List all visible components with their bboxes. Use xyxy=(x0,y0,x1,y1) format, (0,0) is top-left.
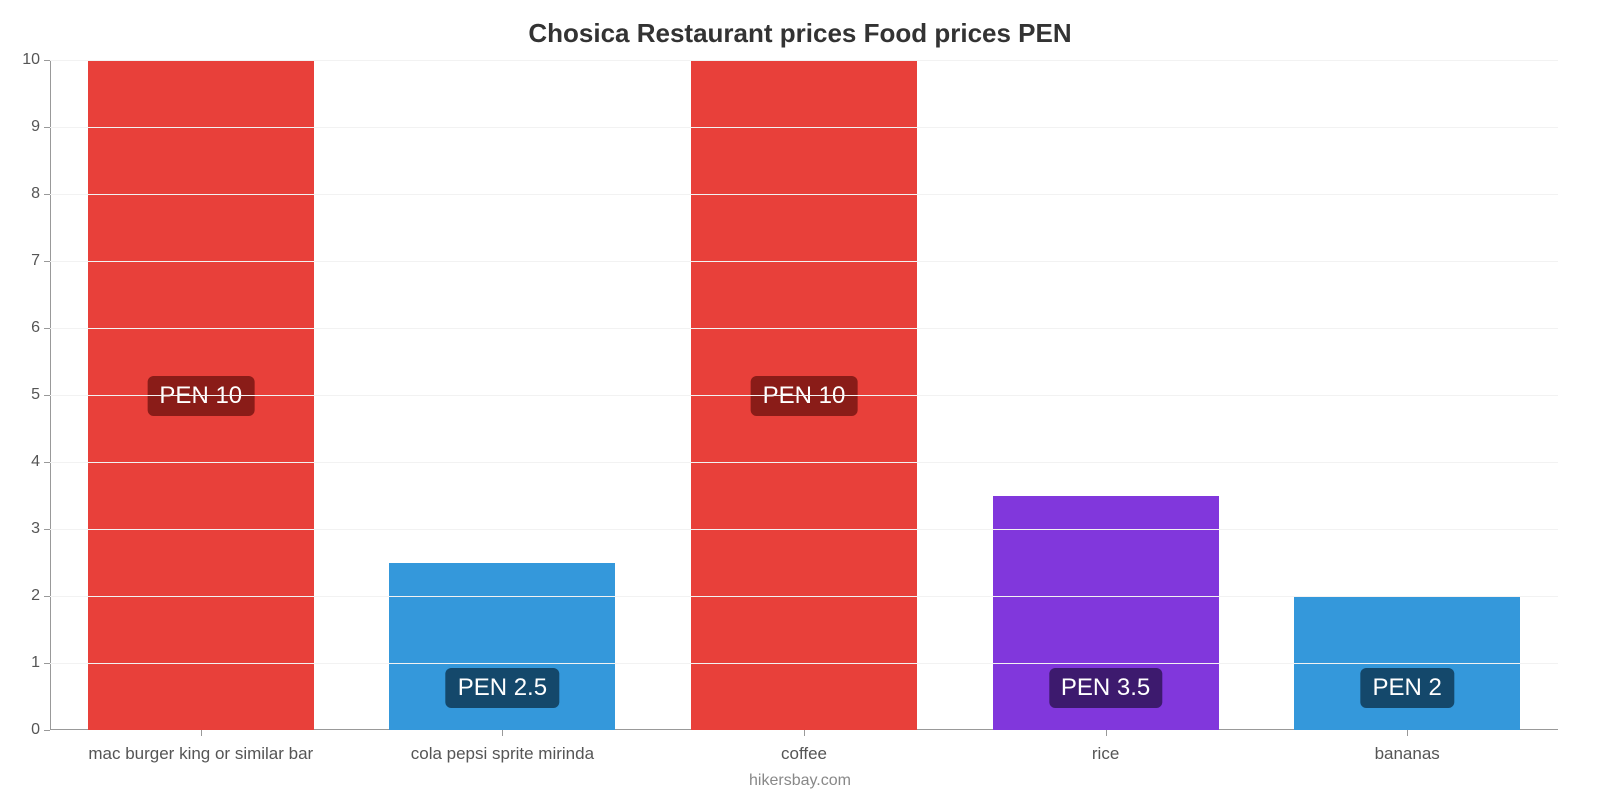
gridline xyxy=(50,127,1558,128)
bar-value-badge: PEN 2.5 xyxy=(446,668,559,708)
y-tick-label: 3 xyxy=(31,520,50,538)
chart-title: Chosica Restaurant prices Food prices PE… xyxy=(0,18,1600,49)
y-tick-label: 2 xyxy=(31,587,50,605)
gridline xyxy=(50,261,1558,262)
gridline xyxy=(50,395,1558,396)
x-axis-category-label: coffee xyxy=(781,744,827,764)
gridline xyxy=(50,328,1558,329)
plot-area: PEN 10PEN 2.5PEN 10PEN 3.5PEN 2 01234567… xyxy=(50,60,1558,730)
bar-value-badge: PEN 10 xyxy=(147,376,254,416)
gridline xyxy=(50,596,1558,597)
gridline xyxy=(50,60,1558,61)
bar: PEN 2.5 xyxy=(389,563,615,731)
x-axis-category-label: rice xyxy=(1092,744,1119,764)
y-tick-label: 4 xyxy=(31,453,50,471)
bar-value-badge: PEN 2 xyxy=(1361,668,1454,708)
y-tick-label: 7 xyxy=(31,252,50,270)
footer-label: hikersbay.com xyxy=(749,772,851,790)
x-axis-category-label: bananas xyxy=(1375,744,1440,764)
y-tick-label: 8 xyxy=(31,185,50,203)
x-axis-category-label: mac burger king or similar bar xyxy=(88,744,313,764)
x-tick-mark xyxy=(1407,730,1408,736)
gridline xyxy=(50,194,1558,195)
y-tick-label: 6 xyxy=(31,319,50,337)
gridline xyxy=(50,529,1558,530)
y-tick-label: 10 xyxy=(22,51,50,69)
x-tick-mark xyxy=(201,730,202,736)
x-tick-mark xyxy=(1106,730,1107,736)
gridline xyxy=(50,462,1558,463)
bar: PEN 3.5 xyxy=(993,496,1219,731)
x-tick-mark xyxy=(804,730,805,736)
x-tick-mark xyxy=(502,730,503,736)
y-tick-label: 1 xyxy=(31,654,50,672)
bar-value-badge: PEN 10 xyxy=(751,376,858,416)
gridline xyxy=(50,663,1558,664)
chart-container: Chosica Restaurant prices Food prices PE… xyxy=(0,0,1600,800)
bar-value-badge: PEN 3.5 xyxy=(1049,668,1162,708)
y-tick-label: 5 xyxy=(31,386,50,404)
y-tick-label: 0 xyxy=(31,721,50,739)
y-tick-label: 9 xyxy=(31,118,50,136)
x-axis-category-label: cola pepsi sprite mirinda xyxy=(411,744,594,764)
